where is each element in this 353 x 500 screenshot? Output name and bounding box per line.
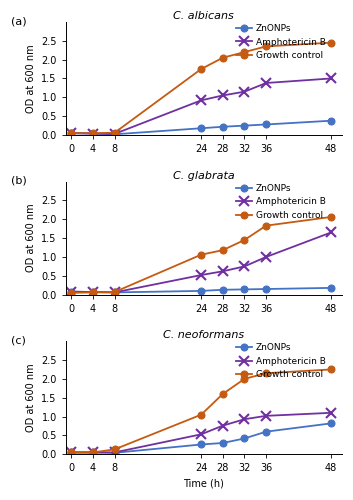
Amphotericin B <box>243 264 247 270</box>
Growth control <box>221 54 225 60</box>
Amphotericin B <box>329 410 333 416</box>
Amphotericin B <box>199 432 203 438</box>
Line: Amphotericin B: Amphotericin B <box>66 408 336 458</box>
Line: Amphotericin B: Amphotericin B <box>66 74 336 139</box>
Growth control <box>264 44 268 50</box>
ZnONPs <box>329 118 333 124</box>
Line: ZnONPs: ZnONPs <box>68 117 335 138</box>
ZnONPs <box>264 122 268 128</box>
ZnONPs <box>69 288 73 294</box>
Line: Growth control: Growth control <box>68 39 335 136</box>
ZnONPs <box>199 442 203 448</box>
Amphotericin B <box>221 92 225 98</box>
Text: (b): (b) <box>11 176 26 186</box>
Amphotericin B <box>243 416 247 422</box>
ZnONPs <box>329 285 333 291</box>
Growth control <box>91 290 95 296</box>
X-axis label: Time (h): Time (h) <box>184 479 224 489</box>
Amphotericin B <box>329 230 333 235</box>
ZnONPs <box>243 122 247 128</box>
ZnONPs <box>112 290 116 296</box>
Amphotericin B <box>243 88 247 94</box>
ZnONPs <box>199 288 203 294</box>
Growth control <box>329 366 333 372</box>
Growth control <box>243 237 247 243</box>
ZnONPs <box>112 132 116 138</box>
Y-axis label: OD at 600 nm: OD at 600 nm <box>26 364 36 432</box>
Growth control <box>199 412 203 418</box>
Growth control <box>112 130 116 136</box>
ZnONPs <box>91 450 95 456</box>
Line: Growth control: Growth control <box>68 214 335 296</box>
ZnONPs <box>221 287 225 293</box>
Growth control <box>112 289 116 295</box>
ZnONPs <box>264 286 268 292</box>
ZnONPs <box>329 420 333 426</box>
Growth control <box>221 247 225 253</box>
Amphotericin B <box>69 450 73 456</box>
Amphotericin B <box>264 254 268 260</box>
ZnONPs <box>199 126 203 132</box>
Y-axis label: OD at 600 nm: OD at 600 nm <box>26 44 36 113</box>
Legend: ZnONPs, Amphotericin B, Growth control: ZnONPs, Amphotericin B, Growth control <box>236 184 326 220</box>
Line: ZnONPs: ZnONPs <box>68 420 335 457</box>
Growth control <box>112 446 116 452</box>
ZnONPs <box>243 436 247 442</box>
Amphotericin B <box>221 268 225 274</box>
Amphotericin B <box>112 131 116 137</box>
Growth control <box>91 450 95 456</box>
Text: (a): (a) <box>11 16 26 26</box>
Title: C. albicans: C. albicans <box>173 11 234 21</box>
Title: C. neoformans: C. neoformans <box>163 330 244 340</box>
Amphotericin B <box>69 130 73 136</box>
ZnONPs <box>243 286 247 292</box>
Growth control <box>221 391 225 397</box>
Amphotericin B <box>199 98 203 103</box>
Amphotericin B <box>329 76 333 82</box>
Legend: ZnONPs, Amphotericin B, Growth control: ZnONPs, Amphotericin B, Growth control <box>236 24 326 60</box>
ZnONPs <box>91 289 95 295</box>
Line: Amphotericin B: Amphotericin B <box>66 228 336 298</box>
Growth control <box>69 290 73 296</box>
Growth control <box>69 130 73 136</box>
Amphotericin B <box>264 80 268 86</box>
Amphotericin B <box>221 422 225 428</box>
ZnONPs <box>264 428 268 434</box>
Amphotericin B <box>69 288 73 294</box>
ZnONPs <box>91 130 95 136</box>
Growth control <box>199 66 203 72</box>
Amphotericin B <box>199 272 203 278</box>
Amphotericin B <box>112 450 116 456</box>
ZnONPs <box>69 450 73 456</box>
Growth control <box>329 214 333 220</box>
Line: Growth control: Growth control <box>68 366 335 456</box>
Growth control <box>199 252 203 258</box>
ZnONPs <box>221 440 225 446</box>
Amphotericin B <box>91 289 95 295</box>
Y-axis label: OD at 600 nm: OD at 600 nm <box>26 204 36 272</box>
Growth control <box>264 222 268 228</box>
Growth control <box>69 450 73 456</box>
ZnONPs <box>69 130 73 136</box>
Growth control <box>243 376 247 382</box>
ZnONPs <box>112 450 116 456</box>
Amphotericin B <box>112 290 116 296</box>
Growth control <box>91 130 95 136</box>
Growth control <box>243 49 247 55</box>
Growth control <box>264 370 268 376</box>
Amphotericin B <box>91 130 95 136</box>
Growth control <box>329 40 333 46</box>
Line: ZnONPs: ZnONPs <box>68 284 335 296</box>
Text: (c): (c) <box>11 336 25 345</box>
Amphotericin B <box>264 413 268 419</box>
ZnONPs <box>221 124 225 130</box>
Legend: ZnONPs, Amphotericin B, Growth control: ZnONPs, Amphotericin B, Growth control <box>236 344 326 380</box>
Amphotericin B <box>91 450 95 456</box>
Title: C. glabrata: C. glabrata <box>173 170 235 180</box>
